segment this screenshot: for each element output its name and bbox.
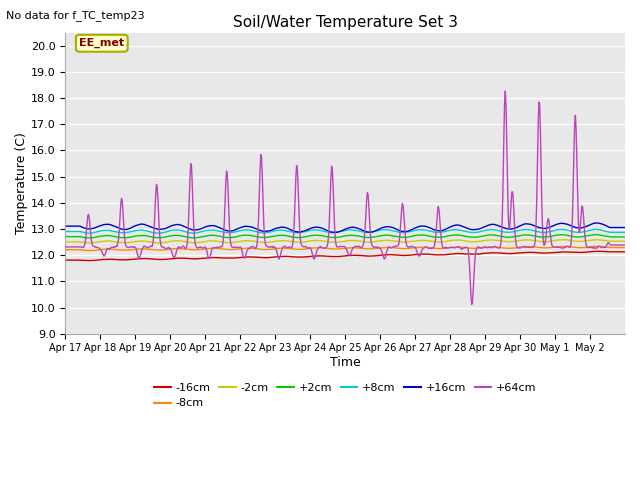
Y-axis label: Temperature (C): Temperature (C) <box>15 132 28 234</box>
Title: Soil/Water Temperature Set 3: Soil/Water Temperature Set 3 <box>232 15 458 30</box>
Legend: -16cm, -8cm, -2cm, +2cm, +8cm, +16cm, +64cm: -16cm, -8cm, -2cm, +2cm, +8cm, +16cm, +6… <box>150 378 541 413</box>
X-axis label: Time: Time <box>330 356 360 369</box>
Text: EE_met: EE_met <box>79 38 124 48</box>
Text: No data for f_TC_temp23: No data for f_TC_temp23 <box>6 10 145 21</box>
